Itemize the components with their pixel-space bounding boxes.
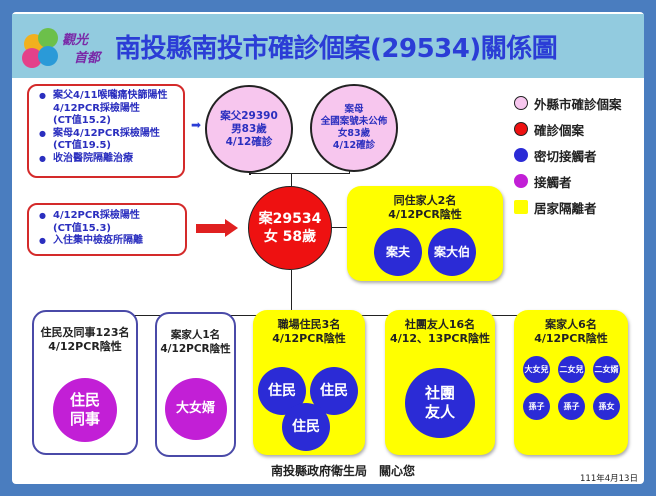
group-box-family-1: 案家人1名 4/12PCR陰性 大女婿 [155,312,236,457]
case-circle: 案29534 女 58歲 [248,186,332,270]
note-item: (CT值15.2) [53,115,111,126]
group-sub: 4/12PCR陰性 [534,332,608,345]
purple-circle-icon [514,174,528,188]
member-circle: 社團 友人 [405,368,475,438]
member-circle: 案大伯 [428,228,476,276]
legend-label: 居家隔離者 [534,200,597,216]
legend-label: 外縣市確診個案 [534,96,622,112]
member-circle: 住民 [310,367,358,415]
father-circle: 案父29390 男83歲 4/12確診 [205,85,293,173]
group-title: 案家人6名 [545,318,597,331]
page-title: 南投縣南投市確診個案(29534)關係圖 [115,34,558,64]
connector [291,270,292,315]
group-sub: 4/12、13PCR陰性 [390,332,490,345]
logo-text-1: 觀光 [62,32,90,48]
header-banner [12,14,644,78]
legend-label: 密切接觸者 [534,148,597,164]
legend: 外縣市確診個案 確診個案 密切接觸者 接觸者 居家隔離者 [514,92,622,222]
note-item: (CT值19.5) [53,140,111,151]
note-item: 收治醫院隔離治療 [39,153,177,166]
member-circle: 孫子 [523,393,550,420]
group-title: 職場住民3名 [277,318,341,331]
member-circle: 大女兒 [523,356,550,383]
arrow-right-icon: ➡ [191,118,202,132]
legend-label: 確診個案 [534,122,585,138]
legend-item: 外縣市確診個案 [514,92,622,114]
legend-item: 確診個案 [514,118,622,140]
group-box-residents-colleagues: 住民及同事123名 4/12PCR陰性 住民 同事 [32,310,138,455]
arrow-shaft [196,224,226,233]
case-note-box: 4/12PCR採檢陽性 (CT值15.3) 入住集中檢疫所隔離 [27,203,187,256]
household-sub: 4/12PCR陰性 [388,208,462,221]
connector [291,173,292,187]
arrow-right-icon [225,219,238,237]
note-item: 案父4/11喉嚨痛快篩陽性 [39,90,177,103]
case-info: 女 58歲 [263,229,317,245]
red-circle-icon [514,122,528,136]
member-circle: 住民 同事 [53,378,117,442]
mother-info: 女83歲 [337,128,371,139]
legend-item: 密切接觸者 [514,144,622,166]
group-box-workplace: 職場住民3名 4/12PCR陰性 住民 住民 住民 [253,310,365,455]
household-title: 同住家人2名 [393,194,457,207]
legend-item: 居家隔離者 [514,196,622,218]
household-box: 同住家人2名 4/12PCR陰性 案夫 案大伯 [347,186,503,281]
group-sub: 4/12PCR陰性 [272,332,346,345]
group-box-club-friends: 社團友人16名 4/12、13PCR陰性 社團 友人 [385,310,495,455]
group-title: 社團友人16名 [404,318,476,331]
member-circle: 孫女 [593,393,620,420]
connector [249,171,250,174]
logo-text-2: 首都 [74,50,103,66]
group-box-family-6: 案家人6名 4/12PCR陰性 大女兒 二女兒 二女婿 孫子 孫子 孫女 [514,310,628,455]
connector [249,173,350,174]
parents-note-box: 案父4/11喉嚨痛快篩陽性 4/12PCR採檢陽性 (CT值15.2) 案母4/… [27,84,185,178]
connector [249,173,251,175]
note-item: (CT值15.3) [53,222,111,234]
member-circle: 二女婿 [593,356,620,383]
father-label: 案父29390 [220,109,278,122]
group-sub: 4/12PCR陰性 [160,343,231,355]
connector [332,227,348,228]
footer-text: 南投縣政府衛生局 關心您 [270,464,415,478]
mother-date: 4/12確診 [332,140,376,151]
father-info: 男83歲 [231,122,267,135]
case-label: 案29534 [258,211,322,227]
member-circle: 案夫 [374,228,422,276]
logo: 觀光 首都 [18,22,108,70]
group-title: 案家人1名 [170,329,221,341]
member-circle: 孫子 [558,393,585,420]
date-label: 111年4月13日 [580,474,638,484]
note-item: 4/12PCR採檢陽性 [53,102,140,114]
group-title: 住民及同事123名 [40,326,130,339]
mother-label: 案母 [344,104,364,115]
note-item: 4/12PCR採檢陽性 [39,210,179,223]
pink-circle-icon [514,96,528,110]
blue-circle-icon [514,148,528,162]
mother-case-number: 全國案號未公佈 [320,116,388,127]
member-circle: 二女兒 [558,356,585,383]
connector [349,170,350,174]
legend-label: 接觸者 [534,174,572,190]
member-circle: 大女婿 [164,378,227,440]
note-item: 入住集中檢疫所隔離 [39,235,179,248]
yellow-square-icon [514,200,528,214]
father-date: 4/12確診 [225,135,273,148]
note-item: 案母4/12PCR採檢陽性 [39,128,177,141]
mother-circle: 案母 全國案號未公佈 女83歲 4/12確診 [310,84,398,172]
group-sub: 4/12PCR陰性 [48,340,122,353]
member-circle: 住民 [282,403,330,451]
legend-item: 接觸者 [514,170,622,192]
